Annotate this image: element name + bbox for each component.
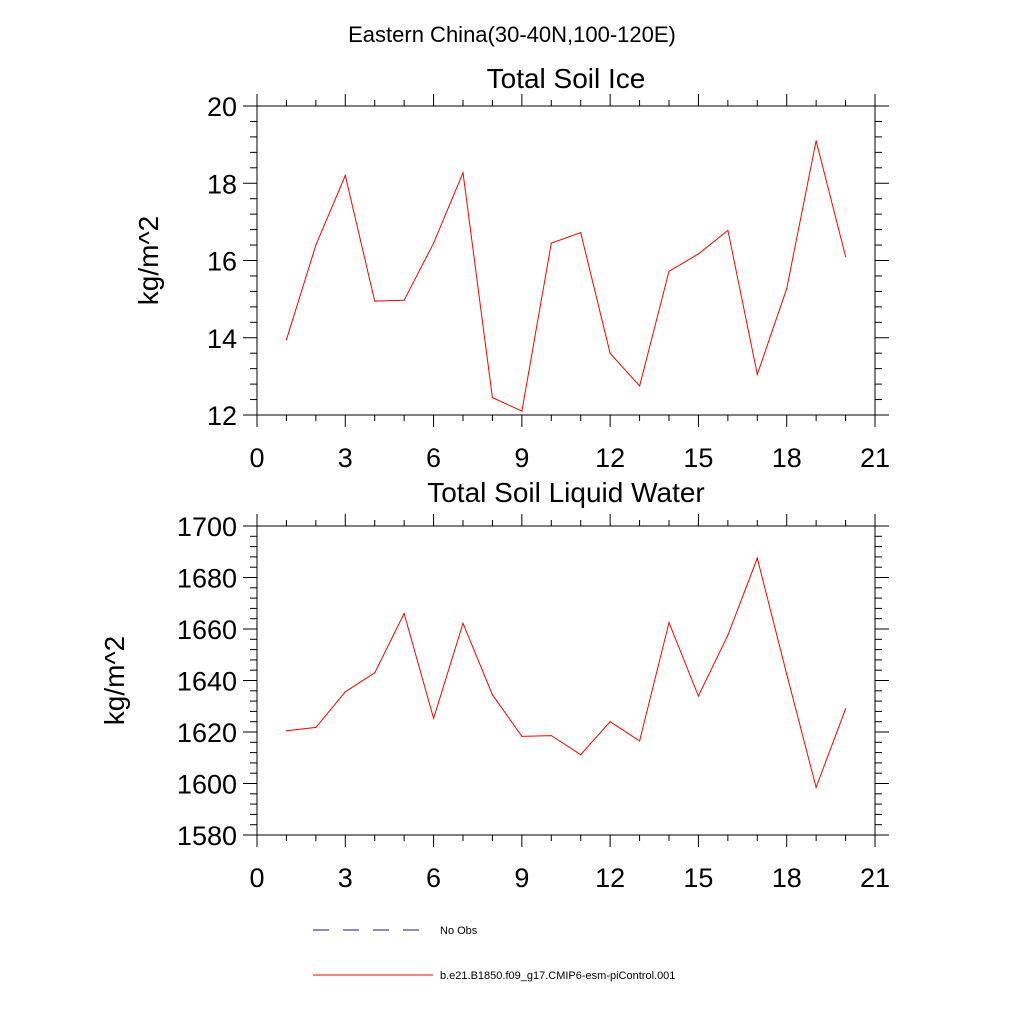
data-point: [815, 786, 817, 788]
data-point: [521, 410, 523, 412]
data-point: [580, 232, 582, 234]
data-point: [344, 691, 346, 693]
figure-title: Eastern China(30-40N,100-120E): [348, 22, 676, 47]
y-tick-label: 1620: [177, 718, 237, 748]
data-point: [668, 621, 670, 624]
legend-label: No Obs: [440, 925, 478, 937]
data-point: [815, 140, 817, 142]
data-point: [786, 288, 788, 290]
data-point: [403, 612, 405, 615]
data-point: [609, 352, 611, 354]
data-point: [638, 385, 641, 387]
x-tick-label: 9: [514, 863, 529, 893]
y-tick-label: 18: [207, 169, 237, 199]
y-axis-label: kg/m^2: [99, 636, 130, 725]
panel-soil-ice: Total Soil Ice kg/m^2 0 3 6 9 12 15 18 21 12 14 16 18…: [133, 63, 890, 473]
x-tick-label: 21: [860, 443, 890, 473]
data-point: [697, 253, 700, 255]
panel-title: Total Soil Liquid Water: [427, 477, 705, 508]
data-point: [638, 740, 641, 742]
data-point: [609, 721, 611, 723]
y-tick-label: 16: [207, 247, 237, 277]
data-point: [844, 708, 847, 710]
x-tick-label: 15: [683, 443, 713, 473]
x-tick-label: 0: [249, 863, 264, 893]
x-tick-label: 18: [772, 863, 802, 893]
x-tick-label: 6: [426, 863, 441, 893]
x-tick-label: 6: [426, 443, 441, 473]
x-tick-label: 18: [772, 443, 802, 473]
plot-frame: [256, 105, 876, 416]
x-tick-label: 3: [338, 443, 353, 473]
data-point: [403, 299, 405, 301]
legend-label: b.e21.B1850.f09_g17.CMIP6-esm-piControl.…: [440, 970, 675, 982]
y-tick-label: 20: [207, 92, 237, 122]
y-tick-label: 1660: [177, 615, 237, 645]
data-point: [374, 300, 376, 302]
x-tick-label: 0: [249, 443, 264, 473]
y-tick-label: 1700: [177, 512, 237, 542]
x-tick-label: 12: [595, 443, 625, 473]
data-point: [432, 717, 435, 719]
x-tick-label: 21: [860, 863, 890, 893]
x-tick-label: 12: [595, 863, 625, 893]
data-point: [550, 735, 552, 737]
data-point: [697, 695, 700, 697]
y-tick-label: 12: [207, 401, 237, 431]
data-point: [432, 242, 435, 244]
y-tick-label: 1680: [177, 564, 237, 594]
series-line: [286, 556, 847, 790]
panel-title: Total Soil Ice: [487, 63, 646, 94]
data-point: [315, 244, 317, 246]
y-tick-label: 1580: [177, 821, 237, 851]
legend: No Obs b.e21.B1850.f09_g17.CMIP6-esm-piCo…: [313, 925, 675, 982]
data-point: [374, 672, 376, 674]
data-point: [756, 373, 758, 376]
data-point: [491, 694, 494, 696]
data-point: [285, 339, 288, 341]
data-point: [344, 174, 346, 177]
data-point: [727, 229, 729, 231]
series-line: [285, 140, 847, 412]
panel-soil-liquid-water: Total Soil Liquid Water kg/m^2 0 3 6 9 12 15 18 2…: [99, 477, 890, 893]
data-point: [462, 622, 464, 624]
data-point: [315, 726, 317, 728]
data-point: [844, 256, 847, 258]
y-axis-label: kg/m^2: [133, 216, 164, 305]
y-tick-label: 1640: [177, 667, 237, 697]
data-point: [786, 673, 788, 675]
x-tick-label: 15: [683, 863, 713, 893]
x-tick-label: 3: [338, 863, 353, 893]
data-point: [491, 397, 494, 399]
data-point: [462, 172, 464, 174]
plot-frame: [256, 525, 876, 836]
y-tick-label: 1600: [177, 770, 237, 800]
data-point: [580, 754, 582, 756]
data-point: [756, 557, 758, 559]
data-point: [727, 634, 729, 636]
data-point: [668, 270, 670, 272]
y-tick-label: 14: [207, 324, 237, 354]
data-point: [285, 730, 288, 732]
data-point: [550, 242, 552, 244]
data-point: [521, 735, 523, 737]
x-tick-label: 9: [514, 443, 529, 473]
